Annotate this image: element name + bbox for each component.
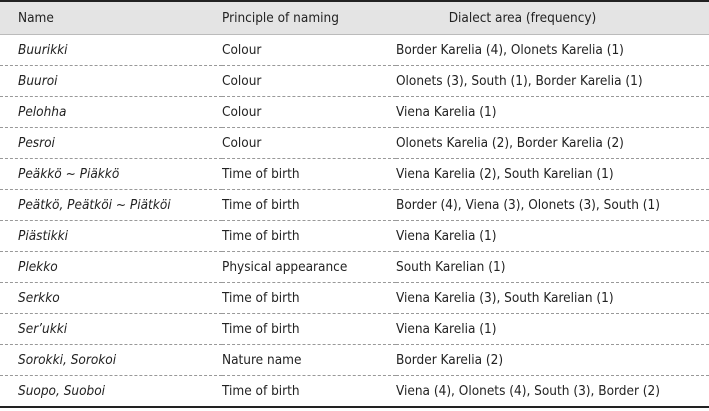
cell-principle: Time of birth — [222, 313, 396, 345]
cell-dialect-area: Viena (4), Olonets (4), South (3), Borde… — [396, 375, 709, 407]
table-row: Sorokki, Sorokoi Nature name Border Kareli… — [0, 344, 709, 376]
cell-name: Piästikki — [0, 220, 222, 252]
cell-name: Suopo, Suoboi — [0, 375, 222, 407]
header-name: Name — [0, 1, 222, 35]
cell-dialect-area: Border (4), Viena (3), Olonets (3), Sout… — [396, 189, 709, 221]
cell-principle: Colour — [222, 65, 396, 97]
table-row: Buuroi Colour Olonets (3), South (1), Bord… — [0, 65, 709, 97]
table-row: Piästikki Time of birth Viena Karelia (1) — [0, 220, 709, 252]
cell-principle: Colour — [222, 127, 396, 159]
cell-principle: Time of birth — [222, 158, 396, 190]
cell-principle: Colour — [222, 96, 396, 128]
cell-principle: Nature name — [222, 344, 396, 376]
table-row: Pelohha Colour Viena Karelia (1) — [0, 96, 709, 128]
cell-principle: Time of birth — [222, 282, 396, 314]
cell-name: Buurikki — [0, 34, 222, 66]
cell-dialect-area: Viena Karelia (1) — [396, 220, 709, 252]
header-dialect-area: Dialect area (frequency) — [396, 1, 709, 35]
table-row: Buurikki Colour Border Karelia (4), Olonet… — [0, 34, 709, 66]
table-row: Plekko Physical appearance South Karelian … — [0, 251, 709, 283]
cell-name: Pelohha — [0, 96, 222, 128]
cell-name: Buuroi — [0, 65, 222, 97]
cell-name: Ser’ukki — [0, 313, 222, 345]
cell-dialect-area: Olonets (3), South (1), Border Karelia (… — [396, 65, 709, 97]
table-row: Peäkkö ~ Piäkkö Time of birth Viena Kareli… — [0, 158, 709, 190]
cell-dialect-area: Olonets Karelia (2), Border Karelia (2) — [396, 127, 709, 159]
cell-dialect-area: Viena Karelia (3), South Karelian (1) — [396, 282, 709, 314]
cell-principle: Time of birth — [222, 189, 396, 221]
cell-name: Pesroi — [0, 127, 222, 159]
cell-principle: Time of birth — [222, 220, 396, 252]
header-row: Name Principle of naming Dialect area (f… — [0, 1, 709, 35]
table-row: Suopo, Suoboi Time of birth Viena (4), Olo… — [0, 375, 709, 407]
table-row: Pesroi Colour Olonets Karelia (2), Border … — [0, 127, 709, 159]
cell-principle: Time of birth — [222, 375, 396, 407]
table-row: Ser’ukki Time of birth Viena Karelia (1) — [0, 313, 709, 345]
table-row: Peätkö, Peätköi ~ Piätköi Time of birth Bo… — [0, 189, 709, 221]
cell-name: Peäkkö ~ Piäkkö — [0, 158, 222, 190]
cell-name: Plekko — [0, 251, 222, 283]
header-principle: Principle of naming — [222, 1, 396, 35]
cell-name: Sorokki, Sorokoi — [0, 344, 222, 376]
cell-principle: Physical appearance — [222, 251, 396, 283]
cell-dialect-area: South Karelian (1) — [396, 251, 709, 283]
table-row: Serkko Time of birth Viena Karelia (3), So… — [0, 282, 709, 314]
cell-dialect-area: Border Karelia (4), Olonets Karelia (1) — [396, 34, 709, 66]
cell-name: Peätkö, Peätköi ~ Piätköi — [0, 189, 222, 221]
cell-dialect-area: Viena Karelia (1) — [396, 313, 709, 345]
cell-dialect-area: Viena Karelia (2), South Karelian (1) — [396, 158, 709, 190]
cell-dialect-area: Viena Karelia (1) — [396, 96, 709, 128]
cell-dialect-area: Border Karelia (2) — [396, 344, 709, 376]
cell-principle: Colour — [222, 34, 396, 66]
cell-name: Serkko — [0, 282, 222, 314]
